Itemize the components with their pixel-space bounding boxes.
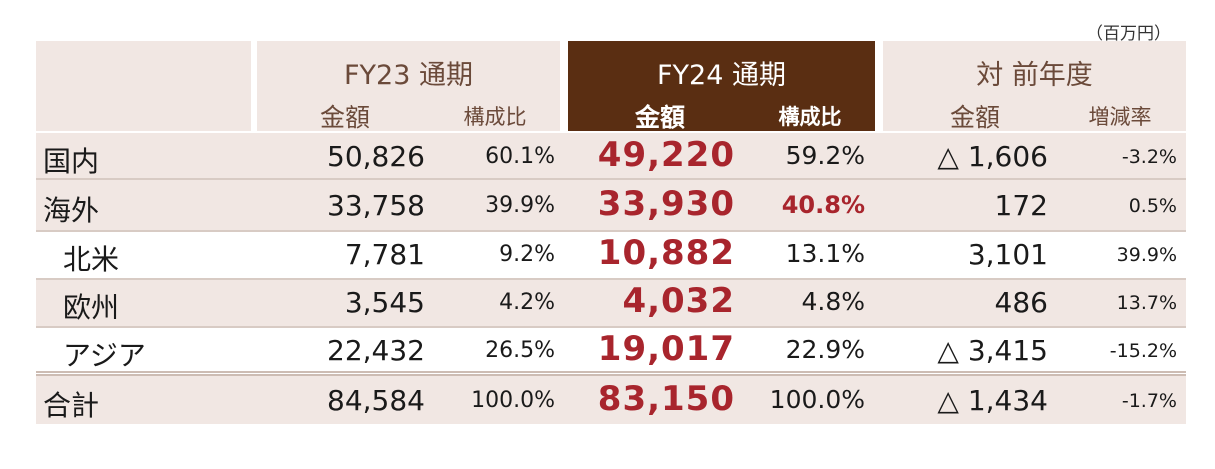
header-fy23 <box>257 41 560 131</box>
row-label: 海外 <box>43 194 100 227</box>
fy23-ratio: 60.1% <box>485 144 555 169</box>
fy24-amount: 10,882 <box>597 233 735 273</box>
fy23-ratio: 4.2% <box>499 290 555 315</box>
fy24-ratio-header: 構成比 <box>778 105 842 129</box>
yoy-amount: △ 1,434 <box>937 384 1048 417</box>
fy23-amount: 84,584 <box>327 384 425 417</box>
row-band-overseas <box>36 180 1186 230</box>
yoy-rate: 0.5% <box>1128 195 1177 217</box>
yoy-rate: 39.9% <box>1116 244 1177 266</box>
fy23-title: FY23 通期 <box>344 60 473 91</box>
fy23-amount: 33,758 <box>327 189 425 222</box>
header-fy24 <box>568 41 875 131</box>
fy24-ratio: 22.9% <box>785 335 865 364</box>
fy24-ratio: 59.2% <box>785 141 865 170</box>
divider <box>36 326 1186 328</box>
fy24-amount: 83,150 <box>597 379 735 419</box>
row-band-domestic <box>36 133 1186 179</box>
yoy-rate: -1.7% <box>1121 390 1177 412</box>
fy23-amount: 22,432 <box>327 334 425 367</box>
fy23-ratio: 9.2% <box>499 242 555 267</box>
fy24-amount: 49,220 <box>597 135 735 175</box>
row-band-total <box>36 376 1186 424</box>
fy24-amount-header: 金額 <box>634 103 685 132</box>
yoy-amount: 486 <box>994 286 1048 319</box>
fy24-amount: 4,032 <box>622 281 735 321</box>
unit-label: （百万円） <box>1086 24 1171 44</box>
fy23-amount: 7,781 <box>344 238 425 271</box>
row-label: 欧州 <box>63 291 120 324</box>
fy24-ratio: 100.0% <box>769 385 865 414</box>
yoy-rate: 13.7% <box>1116 292 1177 314</box>
row-label: 国内 <box>43 145 100 178</box>
fy24-ratio: 40.8% <box>781 191 865 219</box>
row-label: 合計 <box>43 389 100 422</box>
yoy-amount: △ 1,606 <box>937 140 1048 173</box>
fy23-ratio-header: 構成比 <box>463 105 527 129</box>
fy23-amount: 50,826 <box>327 140 425 173</box>
fy23-ratio: 26.5% <box>485 338 555 363</box>
divider <box>36 230 1186 232</box>
fy23-amount: 3,545 <box>344 286 425 319</box>
divider <box>36 178 1186 180</box>
header-yoy <box>883 41 1186 131</box>
fy24-amount: 33,930 <box>597 184 735 224</box>
row-label: アジア <box>63 339 146 372</box>
yoy-amount: △ 3,415 <box>937 334 1048 367</box>
divider <box>36 278 1186 280</box>
row-band-na <box>36 232 1186 278</box>
yoy-change-header: 増減率 <box>1088 105 1152 129</box>
fy24-ratio: 4.8% <box>801 287 865 316</box>
fy24-title: FY24 通期 <box>657 60 786 91</box>
row-label: 北米 <box>63 243 120 276</box>
fy23-ratio: 100.0% <box>471 388 555 413</box>
row-band-europe <box>36 280 1186 326</box>
yoy-title: 対 前年度 <box>976 60 1093 91</box>
total-divider <box>36 371 1186 376</box>
yoy-amount: 3,101 <box>967 238 1048 271</box>
yoy-amount: 172 <box>994 189 1048 222</box>
header-blank <box>36 41 251 131</box>
yoy-rate: -15.2% <box>1109 340 1177 362</box>
yoy-rate: -3.2% <box>1121 146 1177 168</box>
fy24-amount: 19,017 <box>597 329 735 369</box>
fy23-ratio: 39.9% <box>485 193 555 218</box>
fy24-ratio: 13.1% <box>785 239 865 268</box>
fy23-amount-header: 金額 <box>319 103 370 132</box>
yoy-amount-header: 金額 <box>949 103 1000 132</box>
